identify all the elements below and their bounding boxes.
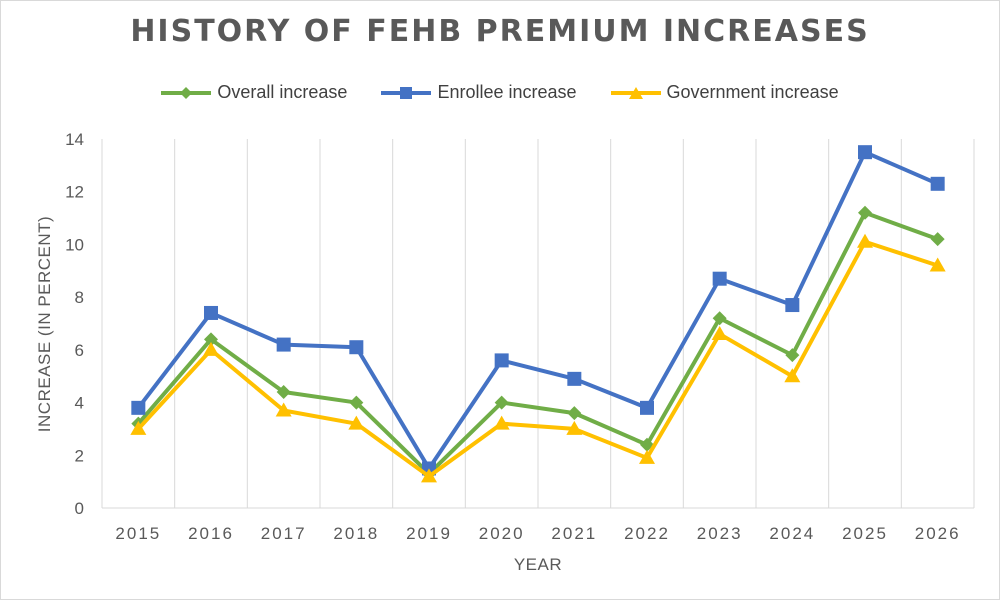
- gridlines: [101, 139, 975, 508]
- x-tick-label: 2018: [333, 524, 379, 543]
- point-government: [784, 368, 801, 383]
- point-overall: [204, 332, 218, 347]
- point-government: [421, 468, 437, 483]
- point-enrollee: [131, 400, 146, 415]
- point-government: [566, 420, 583, 435]
- legend-item-overall: Overall increase: [161, 82, 347, 103]
- y-tick-label: 8: [75, 288, 84, 307]
- point-government: [929, 257, 946, 272]
- series-line-enrollee: [136, 150, 940, 471]
- x-tick-label: 2016: [188, 524, 234, 543]
- point-enrollee: [204, 305, 218, 320]
- point-enrollee: [349, 340, 364, 355]
- point-government: [493, 415, 510, 430]
- series-layer: [130, 145, 946, 483]
- y-tick-label: 14: [65, 130, 84, 149]
- point-enrollee: [640, 400, 654, 415]
- y-tick-label: 6: [75, 341, 84, 360]
- point-enrollee: [858, 145, 872, 160]
- point-government: [639, 449, 655, 464]
- series-line-overall: [136, 210, 940, 476]
- y-tick-label: 10: [65, 235, 84, 254]
- point-overall: [785, 348, 800, 363]
- point-enrollee: [567, 371, 582, 386]
- x-tick-label: 2017: [261, 524, 307, 543]
- point-enrollee: [276, 337, 291, 352]
- legend-label-enrollee: Enrollee increase: [437, 82, 577, 102]
- point-overall: [276, 385, 291, 400]
- point-government: [130, 420, 147, 435]
- y-axis-title: INCREASE (IN PERCENT): [35, 216, 54, 432]
- point-enrollee: [712, 271, 727, 286]
- x-tick-label: 2022: [624, 524, 670, 543]
- point-government: [348, 415, 365, 430]
- y-tick-label: 0: [75, 499, 84, 518]
- x-tick-label: 2023: [697, 524, 743, 543]
- point-overall: [930, 232, 945, 247]
- point-overall: [567, 406, 582, 421]
- x-tick-label: 2015: [115, 524, 161, 543]
- point-enrollee: [785, 298, 800, 313]
- point-government: [275, 402, 292, 417]
- y-tick-label: 4: [75, 394, 84, 413]
- x-tick-label: 2024: [769, 524, 815, 543]
- point-overall: [349, 395, 364, 410]
- x-tick-label: 2025: [842, 524, 888, 543]
- legend-swatch-government: [610, 86, 661, 99]
- y-tick-label: 2: [75, 446, 84, 465]
- legend-item-enrollee: Enrollee increase: [381, 82, 577, 103]
- point-overall: [858, 205, 872, 220]
- x-axis-title: YEAR: [514, 555, 562, 574]
- legend: Overall increase Enrollee increase Gover…: [0, 82, 1000, 103]
- point-government: [711, 326, 728, 341]
- legend-label-overall: Overall increase: [217, 82, 348, 102]
- point-enrollee: [494, 353, 509, 368]
- legend-swatch-enrollee: [381, 86, 432, 99]
- point-enrollee: [930, 176, 945, 191]
- legend-swatch-overall: [161, 86, 212, 99]
- x-tick-label: 2019: [406, 524, 452, 543]
- point-overall: [494, 395, 509, 410]
- point-overall: [712, 311, 727, 326]
- y-tick-label: 12: [65, 183, 84, 202]
- axes: 0 2 4 6 8 10 12 14 2015 2016 2017 2018 2019 2020 2021 2…: [65, 130, 974, 543]
- point-government: [203, 341, 219, 356]
- legend-label-government: Government increase: [666, 82, 839, 102]
- x-tick-label: 2020: [479, 524, 525, 543]
- legend-item-government: Government increase: [610, 82, 839, 103]
- series-line-government: [136, 239, 940, 479]
- x-tick-label: 2026: [915, 524, 961, 543]
- x-tick-label: 2021: [551, 524, 597, 543]
- chart-title: HISTORY OF FEHB PREMIUM INCREASES: [130, 14, 870, 49]
- point-government: [857, 233, 873, 248]
